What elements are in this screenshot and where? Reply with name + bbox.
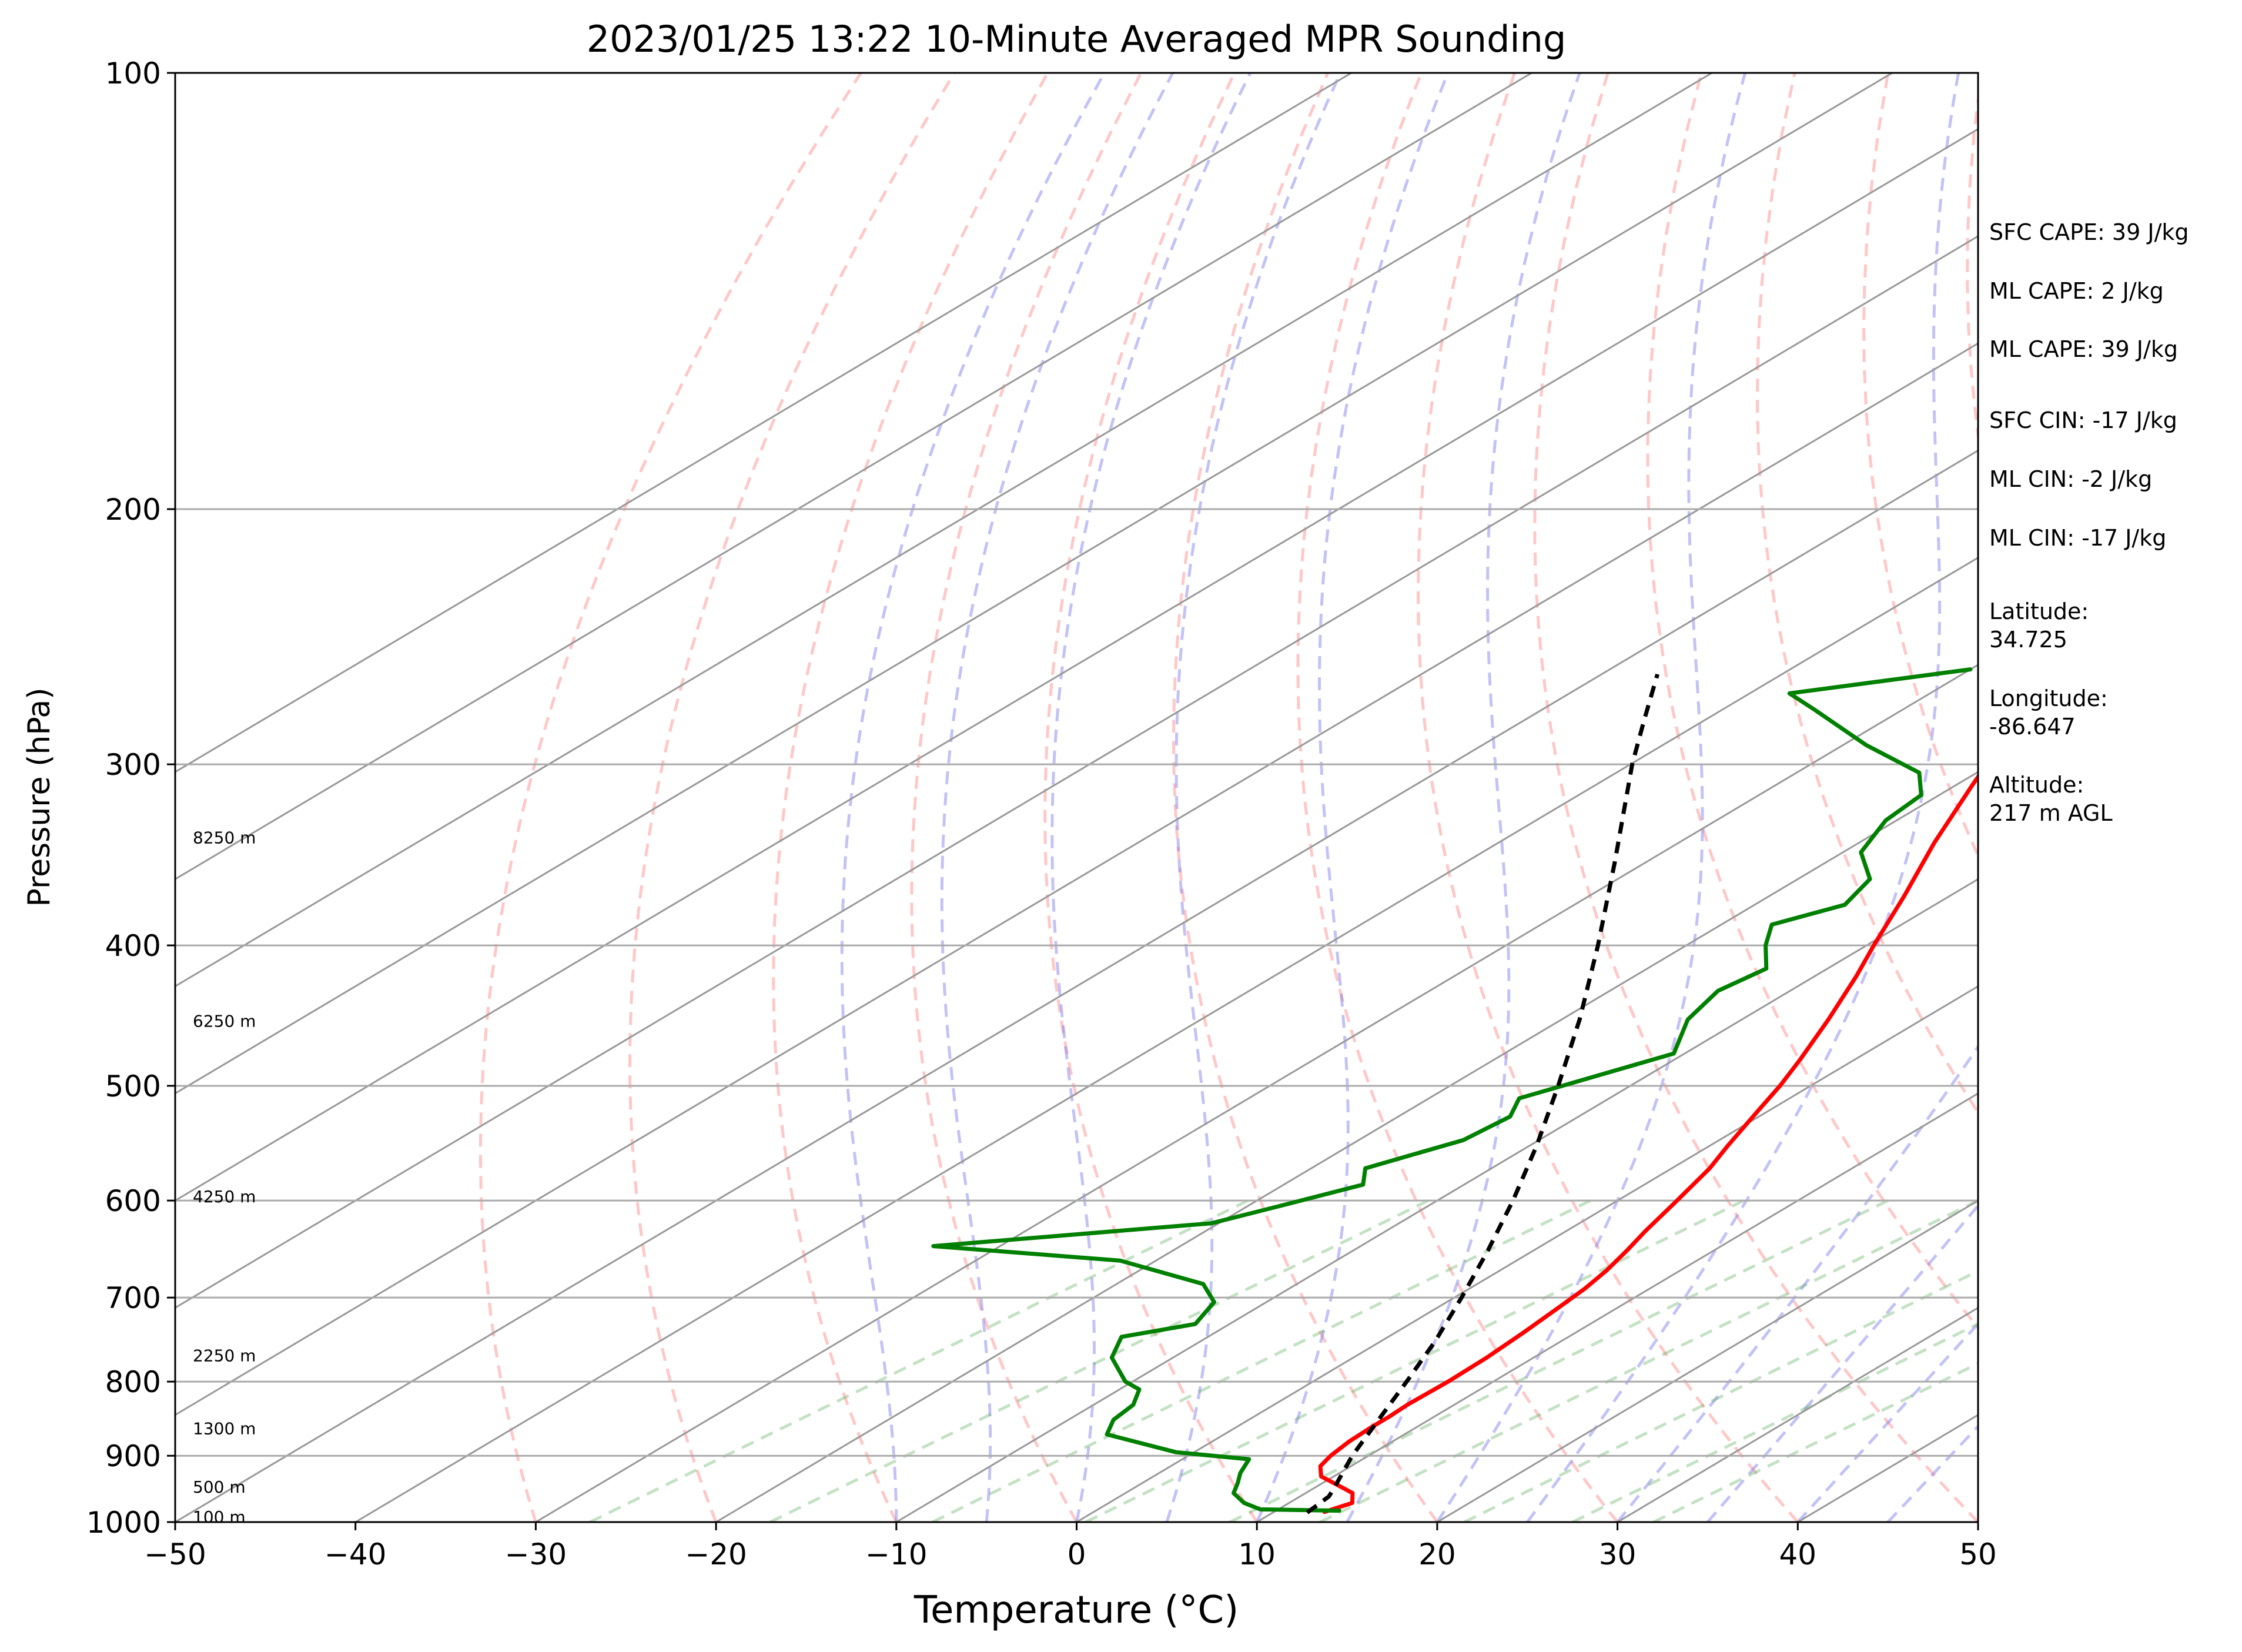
info-annotation: Longitude: -86.647 (1989, 685, 2108, 740)
height-label: 2250 m (193, 1346, 256, 1366)
isotherm-line (896, 878, 1978, 1522)
height-label: 8250 m (193, 828, 256, 848)
dry-adiabat (1862, 73, 1978, 860)
dry-adiabat (2166, 73, 2242, 1522)
isotherm-line (175, 73, 1352, 773)
info-annotation: Altitude: 217 m AGL (1989, 772, 2113, 826)
moist-adiabat (840, 73, 1106, 1522)
moist-adiabat (1796, 1322, 1978, 1522)
moist-adiabat (1435, 73, 1747, 1522)
dry-adiabat (478, 73, 862, 1522)
isotherm-line (175, 73, 1532, 881)
isotherm-line (175, 73, 1893, 1095)
y-tick-label: 800 (105, 1365, 161, 1399)
mixing-ratio-line (1319, 1199, 1978, 1522)
sounding-series (931, 667, 1978, 1514)
info-annotation: ML CAPE: 39 J/kg (1989, 336, 2178, 362)
background-lines (175, 73, 2242, 1522)
info-annotation: ML CIN: -17 J/kg (1989, 525, 2166, 551)
height-labels: 100 m 500 m 1300 m 2250 m 4250 m 6250 m 8250 m (193, 828, 256, 1527)
dry-adiabat (628, 73, 956, 1522)
info-annotation: ML CIN: -2 J/kg (1989, 466, 2152, 492)
chart-title: 2023/01/25 13:22 10-Minute Averaged MPR … (587, 18, 1567, 61)
x-tick-label: 50 (1959, 1537, 1997, 1571)
height-label: 1300 m (193, 1419, 256, 1438)
plot-background (175, 73, 1978, 1522)
x-tick-label: 40 (1779, 1537, 1816, 1571)
dry-adiabat (1296, 73, 1619, 1522)
isotherm-line (175, 449, 1978, 1522)
info-annotation: SFC CAPE: 39 J/kg (1989, 219, 2189, 245)
moist-adiabat (1706, 1203, 1978, 1522)
height-label: 6250 m (193, 1012, 256, 1031)
x-tick-label: 20 (1418, 1537, 1456, 1571)
isotherm-line (175, 73, 1713, 988)
x-tick-label: −40 (324, 1537, 387, 1571)
dry-adiabat (1533, 73, 1978, 1522)
moist-adiabat (1616, 1044, 1978, 1522)
y-tick-label: 500 (105, 1069, 161, 1103)
info-annotation: SFC CIN: -17 J/kg (1989, 407, 2177, 433)
x-tick-label: −20 (685, 1537, 747, 1571)
temperature-line (1318, 773, 1978, 1514)
isotherm-line (1076, 985, 1978, 1522)
x-axis-label: Temperature (°C) (913, 1589, 1239, 1632)
dry-adiabat (1417, 73, 1799, 1522)
isotherm-line (535, 664, 1978, 1522)
isotherm-line (175, 235, 1978, 1309)
isotherm-line (175, 342, 1978, 1416)
info-annotation: ML CAPE: 2 J/kg (1989, 278, 2164, 304)
moist-adiabat (1165, 73, 1342, 1522)
x-tick-label: −50 (144, 1537, 206, 1571)
dry-adiabat (910, 73, 1143, 1522)
x-tick-label: −30 (505, 1537, 567, 1571)
x-tick-label: 30 (1599, 1537, 1637, 1571)
y-axis-label: Pressure (hPa) (22, 688, 57, 907)
mixing-ratio-line (932, 1199, 1591, 1522)
info-annotation: Latitude: 34.725 (1989, 598, 2089, 653)
y-tick-label: 400 (105, 929, 161, 963)
y-tick-label: 300 (105, 748, 161, 782)
parcel-line (1306, 673, 1659, 1514)
height-label: 100 m (193, 1507, 246, 1527)
isotherm-line (1256, 1092, 1978, 1522)
dry-adiabat (1646, 73, 1978, 1330)
isotherm-line (715, 771, 1978, 1522)
mixing-ratio-line (1085, 1199, 1745, 1522)
dry-adiabat (1172, 73, 1438, 1522)
x-tick-label: 0 (1068, 1537, 1086, 1571)
isotherm-line (175, 128, 1978, 1202)
y-tick-label: 1000 (86, 1506, 161, 1540)
x-tick-label: 10 (1238, 1537, 1276, 1571)
mixing-ratio-line (589, 1199, 1249, 1522)
y-tick-label: 100 (105, 56, 161, 91)
mixing-ratio-line (1463, 1269, 1978, 1522)
dry-adiabat (772, 73, 1049, 1522)
y-tick-label: 600 (105, 1184, 161, 1218)
x-tick-label: −10 (865, 1537, 928, 1571)
y-tick-label: 200 (105, 493, 161, 527)
isotherm-line (1437, 1199, 1978, 1522)
x-axis-ticks: −50 −40 −30 −20 −10 0 10 20 30 40 50 (144, 1522, 1997, 1571)
height-label: 500 m (193, 1477, 246, 1497)
mixing-ratio-line (1229, 1199, 1889, 1522)
y-tick-label: 900 (105, 1439, 161, 1473)
y-axis-ticks: 1000 900 800 700 600 500 400 300 200 100 (86, 56, 175, 1540)
y-tick-label: 700 (105, 1281, 161, 1315)
dewpoint-line (931, 667, 1973, 1513)
moist-adiabat (940, 73, 1174, 1522)
dry-adiabat (1043, 73, 1259, 1522)
info-panel: SFC CAPE: 39 J/kg ML CAPE: 2 J/kg ML CAPE:… (1989, 219, 2189, 826)
moist-adiabat (1050, 73, 1252, 1522)
moist-adiabat (1526, 73, 1960, 1522)
isotherm-line (354, 556, 1978, 1522)
mixing-ratio-line (769, 1199, 1429, 1522)
mixing-ratio-line (1571, 1322, 1978, 1522)
moist-adiabat (1346, 73, 1581, 1522)
height-label: 4250 m (193, 1187, 256, 1206)
